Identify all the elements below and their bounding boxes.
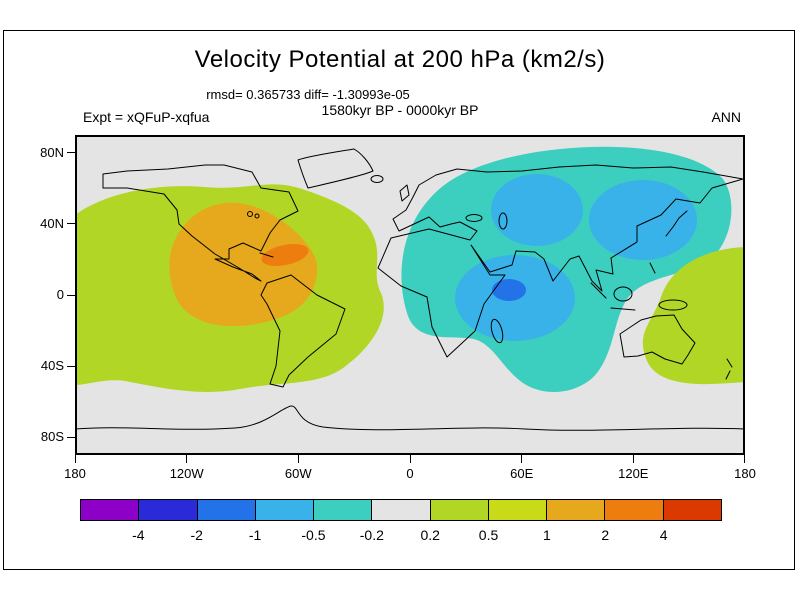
lon-tick-label: 60W (284, 466, 312, 481)
colorbar-segment (487, 499, 548, 521)
coast-south-america (260, 274, 346, 388)
lon-tick-mark (632, 455, 634, 463)
coast-antarctica (75, 405, 745, 431)
colorbar-segment (429, 499, 489, 521)
contour-positive-australia (642, 247, 745, 385)
coast-japan (665, 210, 688, 237)
colorbar-segment (196, 499, 256, 521)
coast-north-america (102, 164, 299, 282)
coastlines (75, 148, 745, 431)
lat-tick-label: 40S (40, 358, 64, 374)
period-line: 1580kyr BP - 0000kyr BP (321, 102, 479, 118)
lake-huron (254, 213, 260, 219)
lake-blacksea (465, 214, 483, 222)
coast-java (610, 307, 636, 311)
colorbar-segment (662, 499, 722, 521)
lon-tick-label: 0 (406, 466, 414, 481)
season-label: ANN (711, 109, 741, 125)
coast-newzealand (725, 358, 733, 380)
coast-sumatra (590, 282, 607, 299)
colorbar-tick-label: -4 (132, 527, 145, 543)
coast-newguinea (658, 299, 688, 311)
lon-tick-mark (297, 455, 299, 463)
contour-positive-inner (169, 202, 318, 327)
world-map-contour-plot (75, 135, 745, 455)
lake-caspian (498, 212, 508, 230)
plot-title: Velocity Potential at 200 hPa (km2/s) (194, 46, 606, 73)
lat-tick-mark (67, 365, 75, 367)
coast-cuba (259, 252, 274, 258)
coast-uk (399, 184, 410, 202)
colorbar-tick-label: 2 (601, 527, 610, 543)
coast-eurasia-africa (377, 164, 744, 358)
colorbar-segment (371, 499, 431, 521)
lon-tick-mark (744, 455, 745, 463)
lat-tick-mark (67, 436, 75, 438)
colorbar-tick-label: -0.5 (301, 527, 326, 543)
lon-tick-mark (409, 455, 411, 463)
colorbar-segment (546, 499, 606, 521)
lon-tick-mark (521, 455, 523, 463)
lat-tick-label: 40N (40, 215, 64, 231)
coast-greenland (297, 148, 374, 189)
colorbar-tick-label: -0.2 (359, 527, 384, 543)
map-frame (75, 135, 745, 455)
stats-line: rmsd= 0.365733 diff= -1.30993e-05 (206, 87, 410, 102)
contour-negative-eastasia (589, 180, 697, 260)
coast-madagascar (490, 318, 504, 344)
lat-tick-mark (67, 152, 75, 154)
coast-australia (619, 314, 696, 365)
lon-tick-label: 180 (64, 466, 86, 481)
colorbar-tick-label: 0.5 (478, 527, 499, 543)
coast-iceland (370, 175, 384, 183)
colorbar-tick-label: 0.2 (420, 527, 440, 543)
contour-negative-europe (491, 174, 583, 246)
colorbar-segment (313, 499, 373, 521)
lat-tick-mark (67, 294, 75, 296)
lon-tick-label: 120E (618, 466, 649, 481)
lake-superior (247, 211, 253, 217)
contour-negative-core (492, 279, 526, 301)
colorbar-segment (254, 499, 315, 521)
colorbar-tick-label: -1 (248, 527, 262, 543)
colorbar (80, 499, 722, 521)
lat-tick-label: 80S (40, 429, 64, 445)
contour-positive-core (261, 244, 309, 266)
lat-tick-label: 0 (56, 287, 64, 302)
coast-philippines (649, 262, 656, 274)
colorbar-tick-label: 4 (659, 527, 668, 543)
lon-tick-mark (186, 455, 188, 463)
colorbar-segment (604, 499, 664, 521)
colorbar-tick-label: -2 (190, 527, 203, 543)
lat-tick-mark (67, 223, 75, 225)
lon-tick-label: 60E (510, 466, 534, 481)
colorbar-segment (138, 499, 198, 521)
colorbar-segment (80, 499, 140, 521)
lon-tick-mark (75, 455, 76, 463)
lon-tick-label: 120W (169, 466, 204, 481)
colorbar-tick-label: 1 (543, 527, 551, 543)
coast-borneo (613, 286, 633, 302)
lat-tick-label: 80N (40, 144, 64, 160)
experiment-label: Expt = xQFuP-xqfua (83, 109, 210, 125)
lon-tick-label: 180 (734, 466, 756, 481)
